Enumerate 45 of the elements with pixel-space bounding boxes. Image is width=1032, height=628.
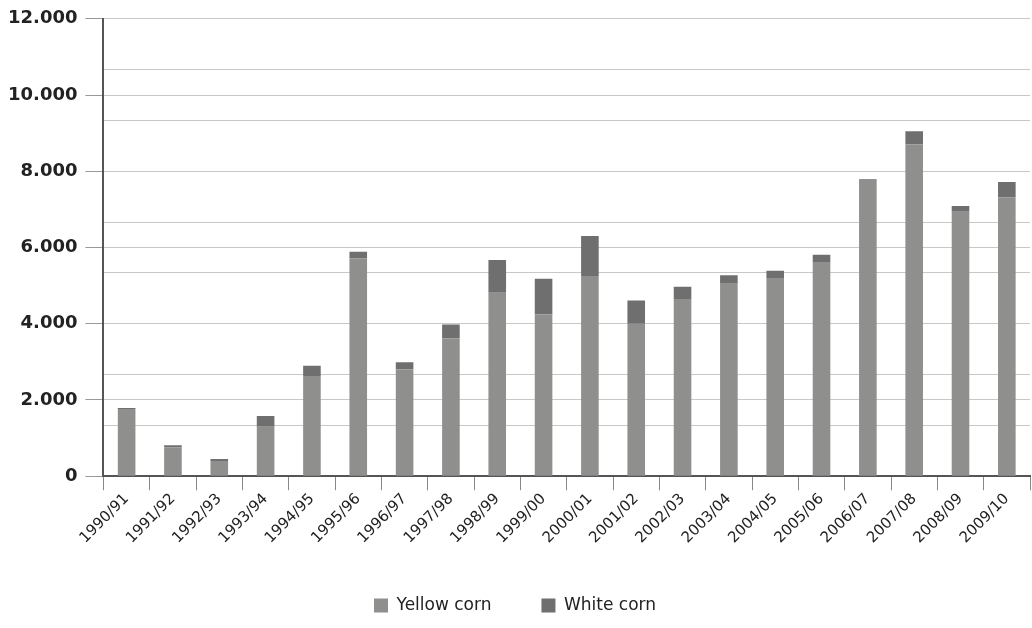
bar [720, 275, 738, 284]
bar [998, 181, 1016, 198]
bar [349, 258, 368, 476]
bar [534, 278, 553, 315]
bar [164, 447, 182, 476]
bar [627, 323, 646, 476]
bar [303, 365, 321, 376]
bar [766, 270, 784, 278]
bar [442, 324, 460, 339]
bar [951, 205, 970, 212]
bar [256, 415, 275, 427]
bar [488, 260, 507, 293]
bar [720, 283, 738, 476]
y-tick-label: 8.000 [20, 158, 78, 180]
bar [812, 254, 831, 262]
bar [256, 426, 275, 476]
y-tick-label: 0 [64, 463, 78, 485]
bar [581, 236, 599, 277]
bar [534, 314, 553, 476]
bar [998, 197, 1016, 476]
bar [581, 276, 599, 476]
bar [951, 211, 970, 476]
bar [627, 300, 646, 324]
bar [442, 338, 460, 476]
y-tick-label: 4.000 [20, 311, 78, 333]
bar [117, 409, 136, 476]
bar [905, 131, 923, 145]
bar [766, 278, 784, 476]
y-tick-label: 6.000 [20, 235, 78, 257]
bar [488, 292, 507, 476]
y-tick-label: 10.000 [7, 82, 78, 104]
bar [673, 286, 692, 299]
bar [395, 369, 414, 476]
legend-label: Yellow corn [395, 593, 492, 614]
y-tick-label: 2.000 [20, 387, 78, 409]
bar [673, 298, 692, 476]
legend-label: White corn [563, 593, 657, 614]
bar [905, 144, 923, 476]
bar [395, 362, 414, 370]
bar [303, 375, 321, 476]
bar [349, 251, 368, 259]
bar [210, 460, 229, 476]
y-tick-label: 12.000 [7, 6, 78, 28]
bar [812, 261, 831, 476]
bar [859, 180, 877, 476]
